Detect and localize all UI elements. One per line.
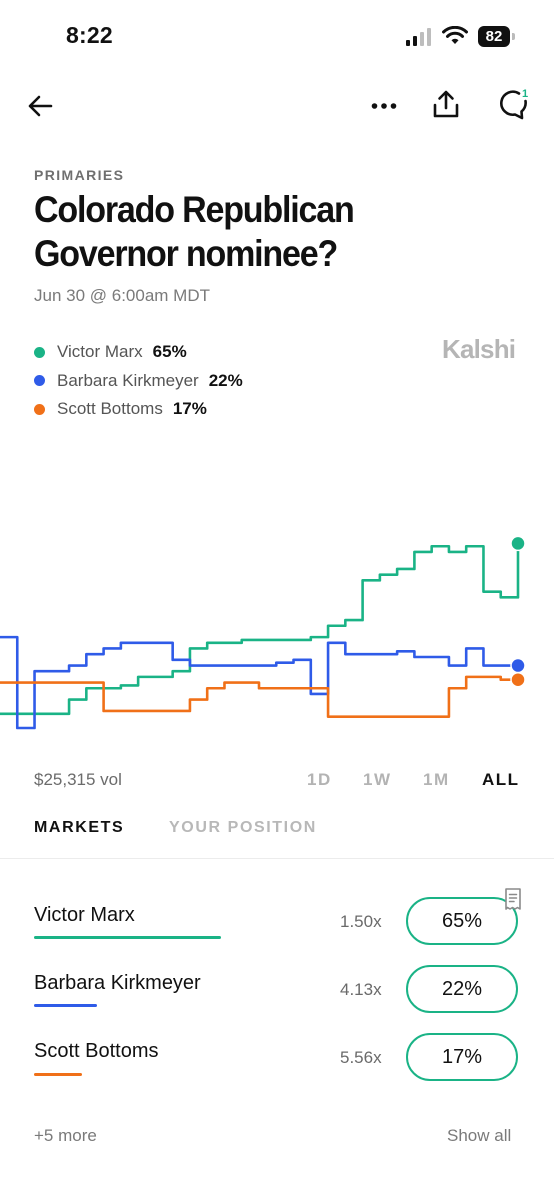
wifi-icon — [442, 26, 468, 44]
series-endpoint-1 — [510, 657, 526, 674]
market-row-multiplier: 5.56x — [340, 1048, 382, 1067]
more-markets-link[interactable]: +5 more — [34, 1126, 97, 1145]
battery-level: 82 — [478, 26, 510, 47]
cellular-signal-icon — [406, 28, 431, 46]
legend-item: Barbara Kirkmeyer 22% — [34, 367, 243, 396]
market-row-underline — [34, 936, 221, 939]
more-horizontal-icon — [371, 103, 397, 109]
legend-pct: 22% — [208, 370, 243, 390]
tab-markets[interactable]: MARKETS — [34, 819, 125, 836]
series-line-2 — [0, 675, 518, 718]
range-1m-button[interactable]: 1M — [423, 770, 450, 789]
share-icon — [433, 90, 459, 118]
market-title: Colorado Republican Governor nominee? — [34, 189, 355, 274]
market-row-underline — [34, 1073, 82, 1076]
volume-label: $25,315 vol — [34, 770, 122, 789]
range-1w-button[interactable]: 1W — [363, 770, 392, 789]
battery-icon: 82 — [478, 26, 516, 47]
tab-your-position[interactable]: YOUR POSITION — [169, 819, 317, 836]
kalshi-logo: Kalshi — [442, 334, 516, 364]
series-endpoint-2 — [510, 671, 526, 688]
market-category: PRIMARIES — [34, 167, 125, 183]
series-endpoint-0 — [510, 535, 526, 552]
legend-dot — [34, 375, 45, 387]
market-row-multiplier: 4.13x — [340, 980, 382, 999]
legend-name: Victor Marx — [57, 342, 143, 362]
market-row-name[interactable]: Scott Bottoms — [34, 1040, 159, 1062]
range-all-button[interactable]: ALL — [482, 770, 520, 789]
comment-icon: 1 — [500, 88, 528, 120]
buy-victor-marx-button[interactable]: 65% — [406, 897, 518, 945]
arrow-left-icon — [28, 95, 53, 117]
market-row-name[interactable]: Barbara Kirkmeyer — [34, 972, 201, 994]
legend-pct: 65% — [152, 342, 187, 362]
legend-item: Scott Bottoms 17% — [34, 395, 243, 424]
market-row-underline — [34, 1004, 97, 1007]
share-button[interactable] — [428, 86, 464, 122]
series-line-0 — [0, 543, 520, 716]
legend-name: Scott Bottoms — [57, 399, 163, 419]
back-button[interactable] — [22, 88, 58, 124]
series-line-1 — [0, 635, 518, 730]
price-chart[interactable] — [0, 436, 554, 746]
legend-dot — [34, 403, 45, 415]
market-row-name[interactable]: Victor Marx — [34, 904, 135, 926]
more-options-button[interactable] — [366, 88, 402, 124]
buy-scott-bottoms-button[interactable]: 17% — [406, 1033, 518, 1081]
receipt-icon — [505, 888, 521, 910]
legend-dot — [34, 346, 45, 358]
comment-badge: 1 — [522, 88, 528, 100]
market-date: Jun 30 @ 6:00am MDT — [34, 286, 210, 305]
buy-barbara-kirkmeyer-button[interactable]: 22% — [406, 965, 518, 1013]
comments-button[interactable]: 1 — [496, 86, 532, 122]
status-time: 8:22 — [66, 22, 113, 48]
market-row-multiplier: 1.50x — [340, 912, 382, 931]
chart-legend: Victor Marx 65% Barbara Kirkmeyer 22% Sc… — [34, 338, 243, 424]
show-all-link[interactable]: Show all — [447, 1126, 512, 1145]
legend-pct: 17% — [172, 399, 207, 419]
legend-name: Barbara Kirkmeyer — [57, 370, 199, 390]
range-1d-button[interactable]: 1D — [307, 770, 332, 789]
legend-item: Victor Marx 65% — [34, 338, 243, 367]
tabs-divider — [0, 858, 554, 859]
